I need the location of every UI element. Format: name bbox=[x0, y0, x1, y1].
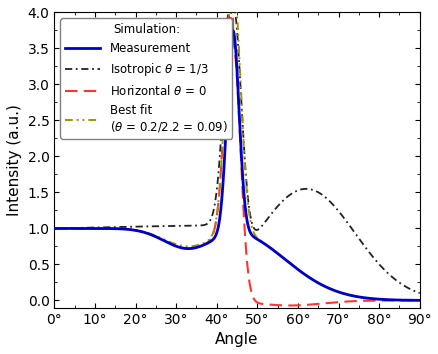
Y-axis label: Intensity (a.u.): Intensity (a.u.) bbox=[7, 104, 22, 216]
Legend: Measurement, Isotropic $\theta$ = 1/3, Horizontal $\theta$ = 0, Best fit
($\thet: Measurement, Isotropic $\theta$ = 1/3, H… bbox=[60, 18, 232, 139]
X-axis label: Angle: Angle bbox=[215, 332, 258, 347]
